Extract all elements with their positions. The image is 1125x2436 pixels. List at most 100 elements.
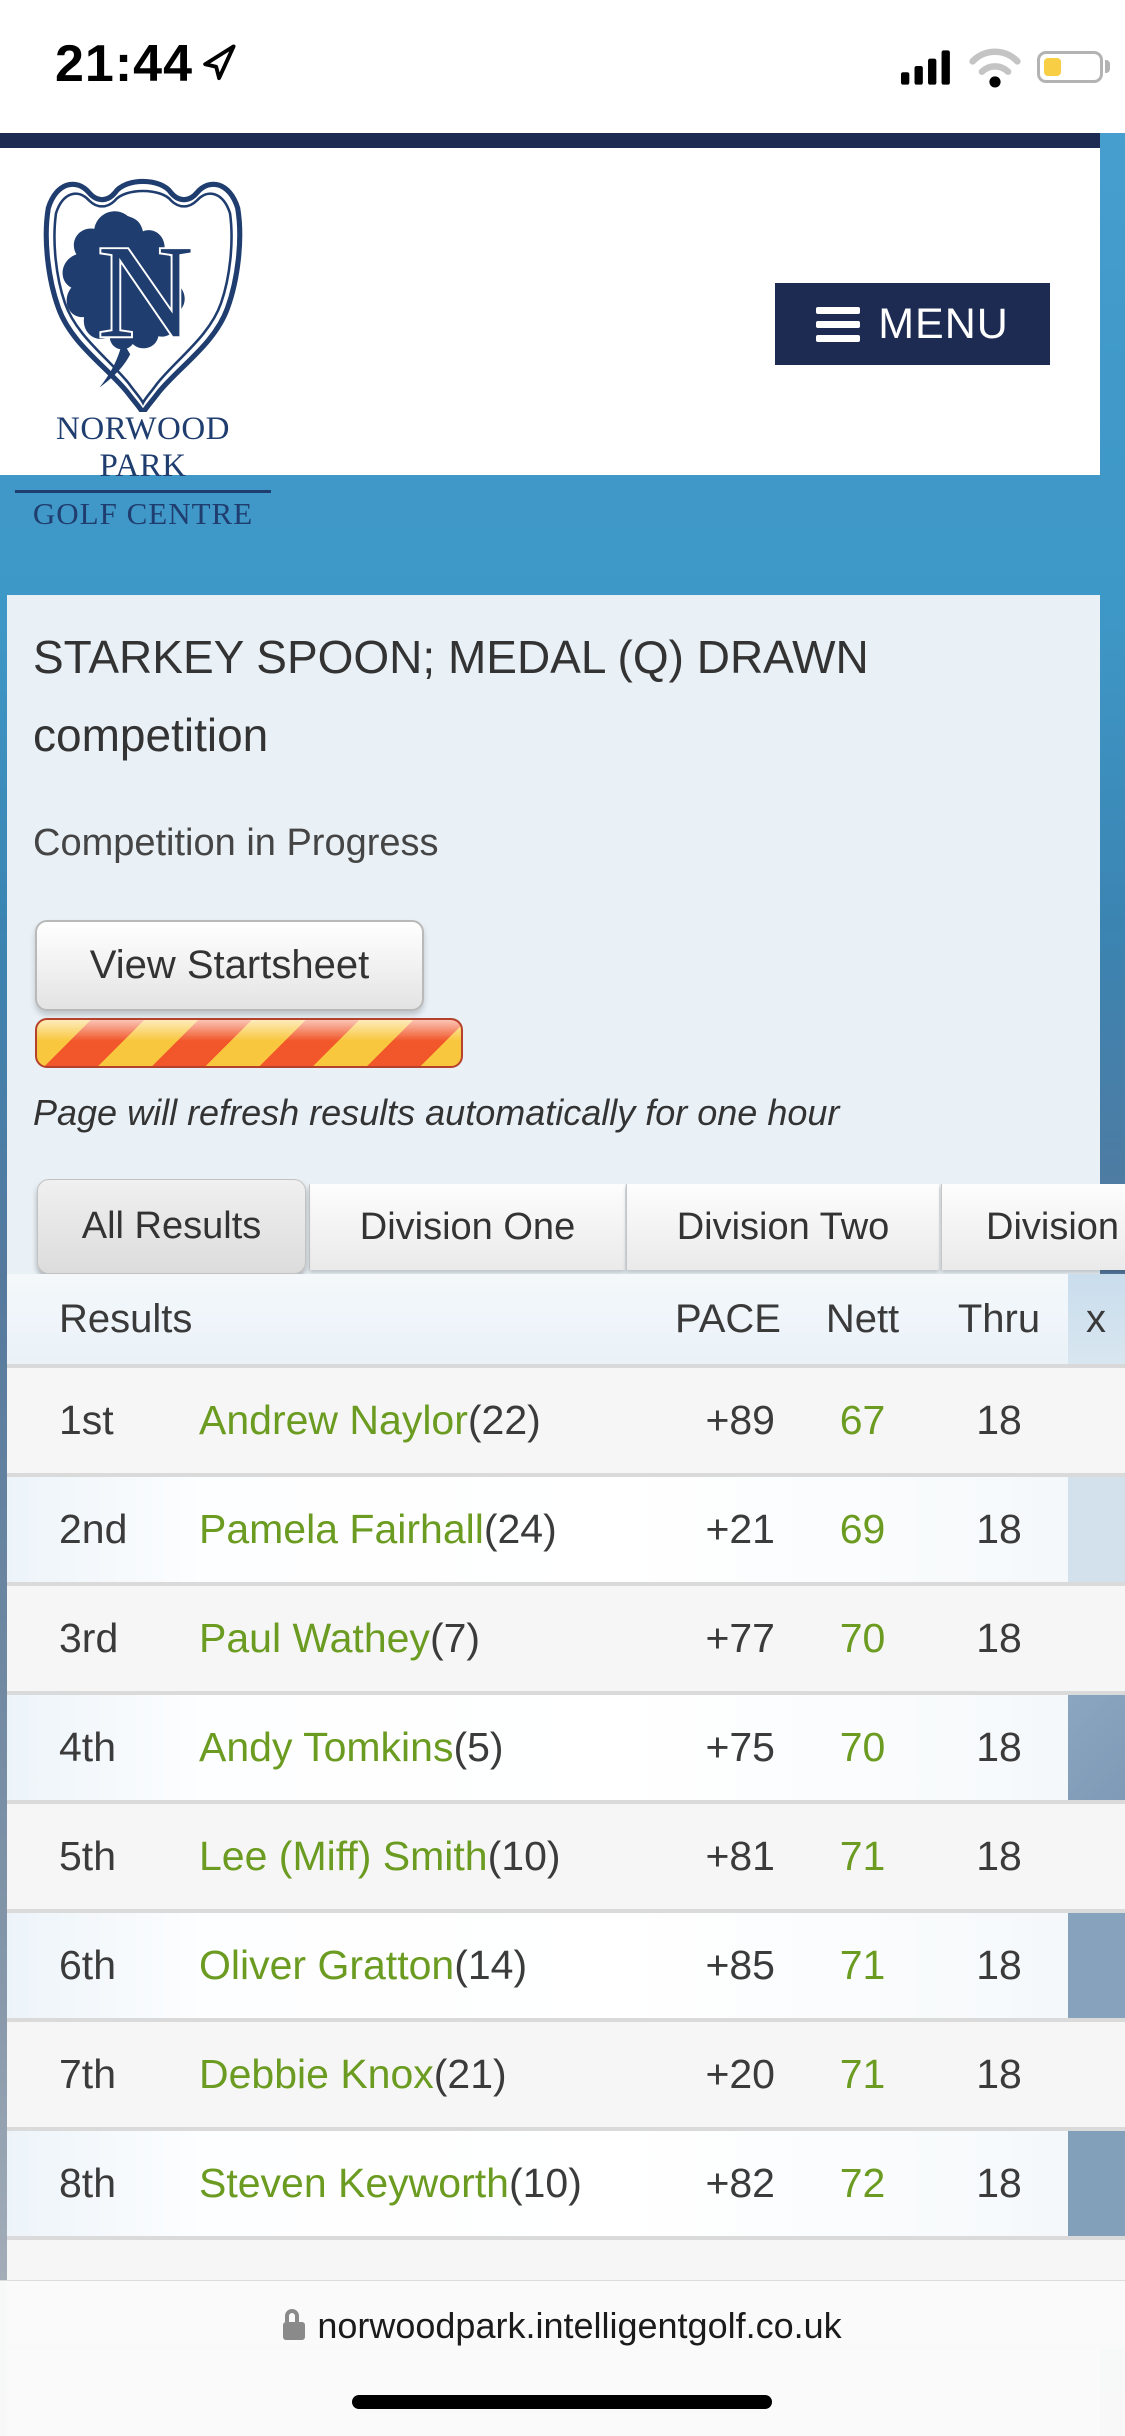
menu-button-label: MENU — [878, 299, 1009, 348]
row-position: 2nd — [59, 1506, 128, 1552]
row-nett: 71 — [839, 2051, 886, 2097]
table-row: 7th Debbie Knox(21) +20 71 18 — [7, 2022, 1125, 2131]
table-row: 1st Andrew Naylor(22) +89 67 18 — [7, 1368, 1125, 1477]
row-player: Lee (Miff) Smith(10) — [187, 1833, 675, 1880]
row-player: Andrew Naylor(22) — [187, 1397, 675, 1444]
row-position: 1st — [59, 1397, 114, 1443]
row-nett: 71 — [839, 1833, 886, 1879]
tab-division-one[interactable]: Division One — [309, 1184, 625, 1270]
row-player: Oliver Gratton(14) — [187, 1942, 675, 1989]
home-indicator[interactable] — [352, 2395, 772, 2409]
logo-monogram: N — [97, 217, 193, 365]
lock-icon — [283, 2309, 306, 2340]
header-results: Results — [59, 1296, 193, 1341]
row-thru: 18 — [976, 1833, 1022, 1879]
url-text: norwoodpark.intelligentgolf.co.uk — [317, 2305, 842, 2346]
row-position: 7th — [59, 2051, 116, 2097]
row-thru: 18 — [976, 1942, 1022, 1988]
view-startsheet-label: View Startsheet — [89, 943, 370, 987]
row-thru: 18 — [976, 2051, 1022, 2097]
results-tabs: All Results Division One Division Two Divis… — [7, 1179, 1125, 1274]
row-player: Pamela Fairhall(24) — [187, 1506, 675, 1553]
player-name-link[interactable]: Paul Wathey — [199, 1615, 430, 1661]
player-name-link[interactable]: Oliver Gratton — [199, 1942, 455, 1988]
table-row: 2nd Pamela Fairhall(24) +21 69 18 — [7, 1477, 1125, 1586]
player-handicap: (14) — [454, 1942, 528, 1988]
row-nett: 67 — [839, 1397, 886, 1443]
table-row: 8th Steven Keyworth(10) +82 72 18 — [7, 2131, 1125, 2240]
row-pace: +21 — [705, 1506, 775, 1552]
player-handicap: (10) — [508, 2160, 582, 2206]
player-handicap: (21) — [433, 2051, 507, 2097]
row-player: Steven Keyworth(10) — [187, 2160, 675, 2207]
tab-division[interactable]: Division — [941, 1184, 1125, 1270]
row-pace: +75 — [705, 1724, 775, 1770]
progress-stripe-bar — [35, 1018, 463, 1068]
results-table: Results PACE Nett Thru x 1st Andrew Naylo… — [7, 1274, 1125, 2349]
row-position: 5th — [59, 1833, 116, 1879]
menu-button[interactable]: MENU — [775, 283, 1050, 365]
row-x-cell — [1068, 1804, 1125, 1909]
row-nett: 70 — [839, 1724, 886, 1770]
row-pace: +81 — [705, 1833, 775, 1879]
player-name-link[interactable]: Pamela Fairhall — [199, 1506, 484, 1552]
address-bar[interactable]: norwoodpark.intelligentgolf.co.uk — [0, 2305, 1125, 2347]
row-pace: +82 — [705, 2160, 775, 2206]
row-pace: +20 — [705, 2051, 775, 2097]
row-position: 3rd — [59, 1615, 119, 1661]
status-bar: 21:44 — [0, 0, 1125, 133]
player-handicap: (5) — [453, 1724, 504, 1770]
logo-shield-icon: N — [43, 178, 243, 419]
competition-title: STARKEY SPOON; MEDAL (Q) DRAWN competiti… — [33, 618, 1053, 774]
clock: 21:44 — [55, 35, 193, 93]
site-header: N NORWOOD PARK GOLF CENTRE MENU — [0, 148, 1100, 531]
tab-all-results[interactable]: All Results — [37, 1179, 306, 1274]
row-position: 4th — [59, 1724, 116, 1770]
row-nett: 70 — [839, 1615, 886, 1661]
battery-level — [1044, 58, 1061, 76]
row-x-cell — [1068, 1368, 1125, 1473]
header-x: x — [1068, 1274, 1125, 1364]
table-row: 5th Lee (Miff) Smith(10) +81 71 18 — [7, 1804, 1125, 1913]
row-pace: +77 — [705, 1615, 775, 1661]
player-name-link[interactable]: Debbie Knox — [199, 2051, 434, 2097]
top-navy-bar — [0, 133, 1100, 148]
row-position: 8th — [59, 2160, 116, 2206]
battery-icon — [1037, 51, 1110, 83]
competition-title-line1: STARKEY SPOON; MEDAL (Q) DRAWN — [33, 631, 869, 683]
player-name-link[interactable]: Andy Tomkins — [199, 1724, 454, 1770]
logo-name-line1: NORWOOD PARK — [15, 411, 271, 493]
player-name-link[interactable]: Lee (Miff) Smith — [199, 1833, 488, 1879]
row-x-cell — [1068, 1913, 1125, 2018]
competition-title-line2: competition — [33, 709, 269, 761]
row-thru: 18 — [976, 1724, 1022, 1770]
results-table-header: Results PACE Nett Thru x — [7, 1274, 1125, 1368]
row-thru: 18 — [976, 1506, 1022, 1552]
player-handicap: (24) — [483, 1506, 557, 1552]
row-x-cell — [1068, 2131, 1125, 2236]
row-nett: 69 — [839, 1506, 886, 1552]
location-services-icon — [196, 40, 240, 89]
player-name-link[interactable]: Andrew Naylor — [199, 1397, 468, 1443]
competition-status: Competition in Progress — [33, 822, 439, 864]
norwood-park-logo[interactable]: N NORWOOD PARK GOLF CENTRE — [15, 162, 271, 532]
row-player: Paul Wathey(7) — [187, 1615, 675, 1662]
status-icons — [901, 46, 1110, 88]
row-pace: +89 — [705, 1397, 775, 1443]
table-row: 6th Oliver Gratton(14) +85 71 18 — [7, 1913, 1125, 2022]
row-player: Debbie Knox(21) — [187, 2051, 675, 2098]
row-x-cell — [1068, 1586, 1125, 1691]
row-pace: +85 — [705, 1942, 775, 1988]
player-handicap: (7) — [429, 1615, 481, 1661]
view-startsheet-button[interactable]: View Startsheet — [35, 920, 424, 1011]
logo-name-line2: GOLF CENTRE — [32, 496, 254, 531]
player-name-link[interactable]: Steven Keyworth — [199, 2160, 509, 2206]
row-player: Andy Tomkins(5) — [187, 1724, 675, 1771]
hamburger-icon — [816, 306, 861, 342]
row-position: 6th — [59, 1942, 116, 1988]
header-nett: Nett — [825, 1296, 900, 1341]
player-handicap: (22) — [467, 1397, 541, 1443]
tab-division-two[interactable]: Division Two — [626, 1184, 939, 1270]
row-thru: 18 — [976, 1615, 1022, 1661]
